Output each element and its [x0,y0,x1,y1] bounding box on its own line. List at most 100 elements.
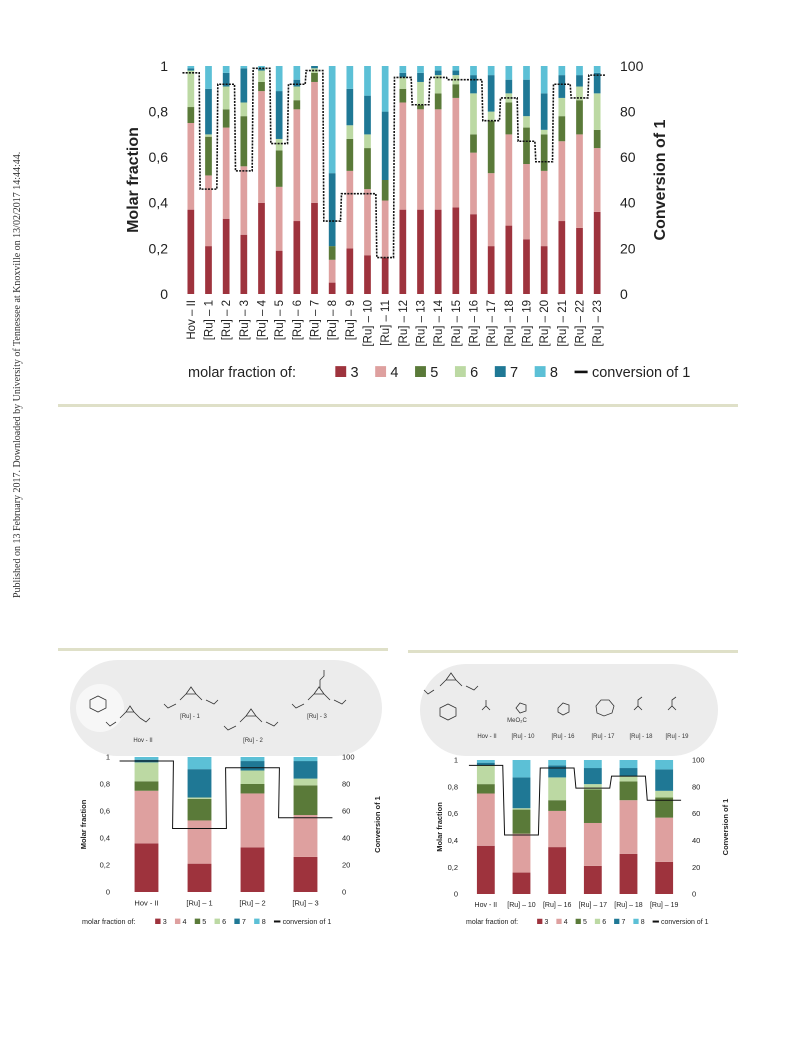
legend-label-conversion: conversion of 1 [283,917,332,926]
legend-label-8: 8 [641,919,645,926]
bar-segment-5 [205,136,212,176]
bar-segment-5 [417,104,424,110]
bar-segment-3 [222,218,230,294]
category-label: [Ru] – 6 [292,300,304,340]
y-tick-label: 0 [160,286,168,302]
bar-segment-4 [399,102,407,210]
y2-tick-label: 0 [692,890,696,899]
bar-segment-3 [417,209,424,294]
bar-segment-6 [275,138,283,151]
legend-label-6: 6 [470,365,478,381]
y2-axis-title: Conversion of 1 [652,119,669,240]
category-label: [Ru] – 16 [543,902,572,909]
bar-segment-5 [452,84,460,98]
bar-segment-6 [523,116,530,128]
y2-tick-label: 80 [620,104,636,120]
bar-segment-6 [470,93,477,135]
bar-segment-3 [505,225,513,294]
category-label: [Ru] – 11 [380,300,392,346]
y2-tick-label: 80 [342,780,350,789]
bar-segment-7 [240,68,248,103]
bar-segment-7 [187,769,212,798]
legend-swatch-3 [537,918,543,924]
bar-segment-4 [187,820,212,864]
category-label: [Ru] – 5 [274,300,286,340]
legend-swatch-7 [614,918,620,924]
y2-tick-label: 80 [692,782,700,791]
bar-segment-8 [187,757,212,770]
bar-segment-5 [240,784,265,794]
bar-segment-3 [311,202,318,294]
bar-segment-8 [583,760,602,769]
bar-segment-7 [240,761,265,771]
legend-label-3: 3 [544,919,548,926]
category-label: [Ru] – 7 [310,300,322,340]
bar-segment-5 [328,246,336,260]
y-tick-label: 1 [160,58,168,74]
bar-segment-5 [187,107,195,123]
bar-segment-3 [619,853,638,894]
legend-label-3: 3 [163,917,167,926]
conversion-line [468,764,682,836]
y2-tick-label: 20 [342,861,350,870]
category-label: [Ru] – 18 [504,300,516,347]
bar-segment-7 [399,72,407,78]
substituent-structures [481,696,677,717]
category-label: Hov - II [134,899,158,908]
bar-segment-4 [417,109,424,210]
legend-swatch-8 [254,918,260,924]
bar-segment-4 [381,200,389,258]
bar-segment-8 [258,66,265,69]
y-tick-label: 0,2 [149,240,169,256]
bar-segment-7 [523,79,530,117]
bar-segment-6 [476,765,495,785]
bar-segment-3 [381,257,389,294]
category-label: [Ru] – 20 [539,300,551,347]
bar-segment-3 [187,209,195,294]
category-label: [Ru] – 19 [650,902,679,909]
bar-segment-4 [311,81,318,203]
bar-segment-8 [548,760,567,766]
bar-segment-3 [205,246,212,294]
section-divider-right [408,650,738,653]
bar-segment-4 [540,170,548,247]
legend-swatch-4 [375,366,387,377]
bar-segment-7 [434,70,442,76]
catalyst-structures-right: MeO₂C Hov - II [Ru] - 10 [Ru] - 16 [Ru] … [420,664,718,756]
scheme-label-ru-10: [Ru] - 10 [511,734,535,740]
bar-segment-3 [476,845,495,894]
bar-segment-4 [205,175,212,247]
bar-segment-6 [293,86,301,101]
bar-segment-4 [346,170,354,249]
bar-segment-6 [399,77,407,89]
scheme-label-ru-2: [Ru] - 2 [243,738,263,744]
legend-label-conversion: conversion of 1 [661,919,709,926]
legend-swatch-7 [234,918,240,924]
bar-segment-6 [311,68,318,73]
y-tick-label: 0 [106,888,110,897]
catalyst-structures-left: Hov - II [Ru] - 1 [Ru] - 2 [Ru] - 3 [70,660,382,756]
scheme-substituent-ester: MeO₂C [507,718,527,724]
bar-segment-4 [619,800,638,854]
bar-segment-3 [346,248,354,294]
bar-segment-7 [328,173,336,247]
bar-segment-3 [583,865,602,894]
legend-swatch-7 [494,366,506,377]
bar-segment-4 [558,141,566,222]
bar-segment-6 [487,111,495,121]
bar-segment-8 [487,66,495,76]
bar-segment-4 [258,91,265,203]
y-tick-label: 1 [454,756,458,765]
legend-prefix: molar fraction of: [188,365,296,381]
category-label: [Ru] – 1 [186,899,212,908]
bar-segment-5 [222,109,230,128]
bar-segment-5 [187,798,212,821]
scheme-label-hov-ii: Hov - II [133,738,153,744]
bar-segment-6 [346,125,354,139]
bar-segment-5 [512,809,531,834]
bar-segment-7 [655,769,674,791]
bar-segment-6 [593,93,601,130]
bar-segment-8 [540,66,548,94]
bar-segment-5 [576,100,583,135]
category-label: [Ru] – 9 [345,300,357,340]
